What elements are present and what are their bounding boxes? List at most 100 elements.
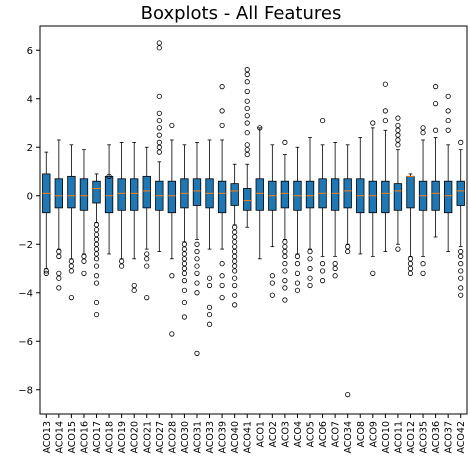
box-group [79,149,89,276]
outlier-point [181,241,188,247]
x-tick-label: ACO3 [280,421,291,448]
outlier-point [93,251,100,257]
box-group [42,151,51,276]
outlier-point [181,246,188,252]
x-tick-label: ACO6 [318,421,329,448]
outlier-point [294,270,301,276]
chart-title: Boxplots - All Features [141,3,342,24]
outlier-point [282,244,288,250]
outlier-point [232,292,238,298]
outlier-point [219,261,225,267]
outlier-point [445,93,451,99]
iqr-box [443,180,453,214]
box-group [230,163,239,308]
x-tick-label: ACO19 [117,421,128,454]
outlier-point [244,142,250,148]
outlier-point [181,261,188,267]
outlier-point [370,120,376,126]
iqr-box [243,188,252,211]
outlier-point [244,79,250,85]
box-group [330,141,340,279]
box-group [318,117,327,284]
iqr-box [142,175,151,209]
outlier-point [458,253,464,259]
outlier-point [131,287,137,293]
outlier-point [144,256,150,262]
outlier-point [169,273,175,279]
x-tick-label: ACO10 [381,421,392,454]
outlier-point [219,282,225,289]
outlier-point [332,261,338,267]
x-tick-label: ACO41 [243,421,254,454]
outlier-point [307,256,313,262]
x-tick-label: ACO20 [130,421,141,454]
outlier-point [407,256,414,262]
box-group [180,144,189,320]
outlier-point [93,241,100,247]
outlier-point [219,84,225,90]
iqr-box [167,180,177,214]
outlier-point [232,282,238,289]
outlier-point [319,261,326,267]
outlier-point [232,229,238,235]
iqr-box [255,178,264,211]
x-tick-label: ACO16 [79,421,90,454]
x-tick-label: ACO37 [444,421,455,454]
outlier-point [269,273,275,279]
outlier-point [194,248,200,255]
outlier-point [56,275,62,281]
outlier-point [81,258,87,264]
iqr-box [217,180,227,214]
outlier-point [181,265,188,272]
outlier-point [458,261,464,267]
box-group [130,141,139,293]
outlier-point [181,299,188,306]
outlier-point [382,108,388,114]
outlier-point [144,251,150,257]
outlier-point [232,302,238,308]
outlier-point [219,273,225,279]
y-axis: −8 −6 −4 −2 0 2 4 6 [18,46,40,396]
outlier-point [407,270,414,276]
x-tick-label: ACO34 [343,421,354,454]
outlier-point [420,125,426,131]
box-group [368,120,377,276]
outlier-point [282,239,288,245]
outlier-point [244,120,250,126]
outlier-point [93,236,100,242]
outlier-point [269,280,275,286]
outlier-point [232,248,238,255]
outlier-point [93,311,100,318]
outlier-point [307,282,313,289]
iqr-box [130,178,139,211]
outlier-point [282,248,288,255]
outlier-point [319,268,326,274]
box-group [217,84,227,301]
outlier-point [156,144,162,150]
x-tick-label: ACO12 [406,421,417,454]
x-tick-label: ACO36 [431,421,442,454]
outlier-point [345,248,351,255]
outlier-point [93,231,100,238]
x-tick-label: ACO31 [192,421,203,454]
outlier-point [93,256,100,262]
x-tick-label: ACO13 [42,421,53,454]
outlier-point [395,246,401,252]
outlier-point [81,253,87,259]
outlier-point [307,248,313,255]
x-tick-label: ACO42 [456,421,467,454]
outlier-point [68,263,74,269]
outlier-point [420,270,426,276]
outlier-point [232,258,238,264]
outlier-point [93,246,100,252]
box-group [142,146,151,301]
box-group [54,139,64,291]
outlier-point [206,321,213,327]
outlier-point [219,108,225,114]
outlier-point [420,130,426,136]
outlier-point [282,297,288,303]
outlier-point [458,248,464,255]
outlier-point [232,263,238,269]
outlier-point [458,285,464,291]
